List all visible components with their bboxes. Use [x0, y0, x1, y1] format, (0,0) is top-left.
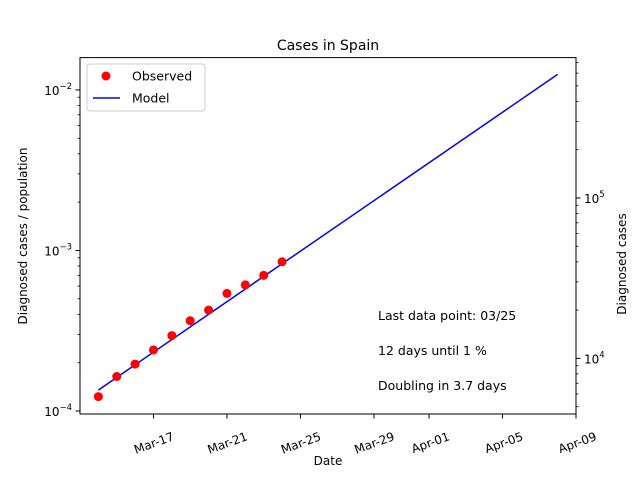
plot-frame	[79, 57, 577, 415]
annotations: Last data point: 03/25 12 days until 1 % D…	[378, 308, 516, 393]
y-tick-label: 10−2	[44, 82, 72, 98]
observed-point	[185, 316, 195, 326]
y2-tick-label: 105	[584, 190, 605, 206]
observed-point	[167, 331, 177, 341]
chart-title: Cases in Spain	[277, 38, 379, 54]
series-layer	[93, 73, 559, 402]
y-axis-label: Diagnosed cases / population	[16, 148, 30, 325]
observed-point	[130, 359, 140, 369]
y2-tick-label: 104	[584, 350, 605, 366]
annotation-text: 12 days until 1 %	[378, 343, 487, 358]
legend: Observed Model	[86, 63, 206, 112]
y-axis-right: 104 105	[576, 62, 605, 408]
legend-label: Observed	[132, 69, 192, 84]
annotation-text: Doubling in 3.7 days	[378, 378, 507, 393]
legend-label: Model	[132, 91, 170, 106]
y-tick-label: 10−3	[44, 242, 72, 258]
observed-point	[148, 345, 158, 355]
observed-point	[222, 288, 232, 298]
legend-frame	[86, 63, 206, 112]
observed-point	[204, 305, 214, 315]
y2-axis-label: Diagnosed cases	[615, 213, 629, 314]
legend-marker-observed	[101, 71, 111, 81]
annotation-text: Last data point: 03/25	[378, 308, 516, 323]
observed-point	[112, 372, 122, 382]
observed-point	[240, 280, 250, 290]
observed-point	[93, 392, 103, 402]
x-axis-label: Date	[314, 454, 343, 468]
y-axis-left: 10−4 10−3 10−2	[44, 82, 80, 419]
observed-point	[259, 270, 269, 280]
observed-point	[277, 257, 287, 267]
y-tick-label: 10−4	[44, 403, 72, 419]
